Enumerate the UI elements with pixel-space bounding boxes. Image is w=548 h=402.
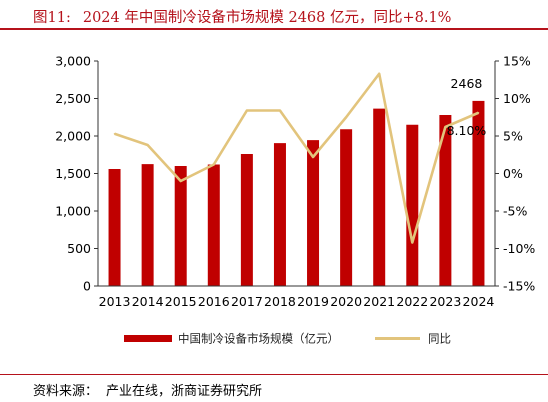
x-tick-label: 2014 [132,294,164,309]
x-tick-label: 2018 [264,294,296,309]
right-tick-label: -10% [503,241,535,256]
right-axis: -15% -10% -5% 0% 5% 10% 15% [494,54,535,294]
x-tick-label: 2019 [297,294,329,309]
x-tick-label: 2020 [330,294,362,309]
right-tick-label: -15% [503,279,535,294]
left-tick-label: 1,000 [55,204,91,219]
bar [207,164,220,286]
left-tick-label: 3,000 [55,54,91,69]
left-tick-label: 2,000 [55,129,91,144]
figure-number: 图11: [33,10,71,26]
yoy-point [378,72,381,75]
bar [240,154,253,286]
bar [472,100,485,287]
x-tick-label: 2024 [463,294,495,309]
left-tick-label: 1,500 [55,166,91,181]
right-tick-label: 0% [503,166,523,181]
bar [141,164,154,286]
source-note: 资料来源： 产业在线，浙商证券研究所 [0,374,548,402]
left-tick-label: 2,500 [55,91,91,106]
right-tick-label: 5% [503,129,523,144]
left-tick-label: 0 [83,279,91,294]
x-tick-label: 2017 [231,294,263,309]
yoy-point [279,109,281,112]
source-label: 资料来源： [33,384,99,399]
figure-title-text: 2024 年中国制冷设备市场规模 2468 亿元，同比+8.1% [82,10,452,26]
right-tick-label: 10% [503,91,531,106]
yoy-point [477,111,480,114]
yoy-line [114,72,479,244]
yoy-point [312,156,314,158]
bar [340,129,353,286]
bar [406,124,419,286]
left-axis: 0 500 1,000 1,500 2,000 2,500 3,000 [55,54,99,294]
bar [439,115,452,286]
x-axis: 2013 2014 2015 2016 2017 2018 2019 2020 2021 2022… [98,285,495,309]
source-text: 产业在线，浙商证券研究所 [106,384,263,399]
x-tick-label: 2016 [198,294,230,309]
x-tick-label: 2013 [99,294,131,309]
right-tick-label: -5% [503,204,527,219]
legend-bar-label: 中国制冷设备市场规模（亿元） [178,332,339,346]
left-tick-label: 500 [67,241,91,256]
bar [273,143,286,286]
chart: 0 500 1,000 1,500 2,000 2,500 3,000 -15% -10% -5… [55,54,535,346]
bar [307,140,320,286]
line-value-label: 8.10% [447,123,487,138]
legend-bar-swatch [124,335,172,342]
yoy-point [113,132,116,135]
x-tick-label: 2021 [363,294,395,309]
bar [108,169,121,286]
figure-title: 图11: 2024 年中国制冷设备市场规模 2468 亿元，同比+8.1% [0,0,548,30]
bar-series [108,100,485,287]
yoy-point [212,163,215,166]
annotations: 2468 8.10% [447,76,487,138]
yoy-point [146,144,149,146]
yoy-line-series [113,72,480,244]
x-tick-label: 2015 [165,294,197,309]
yoy-point [345,116,347,119]
yoy-point [246,109,248,112]
legend-line-label: 同比 [428,332,451,346]
legend: 中国制冷设备市场规模（亿元） 同比 [124,332,451,346]
yoy-point [179,180,182,182]
x-tick-label: 2023 [429,294,461,309]
x-tick-label: 2022 [396,294,428,309]
yoy-point [411,241,414,244]
bar [174,166,187,286]
bar [373,108,386,286]
bar-value-label: 2468 [451,76,483,91]
yoy-point [444,126,447,128]
right-tick-label: 15% [503,54,531,69]
